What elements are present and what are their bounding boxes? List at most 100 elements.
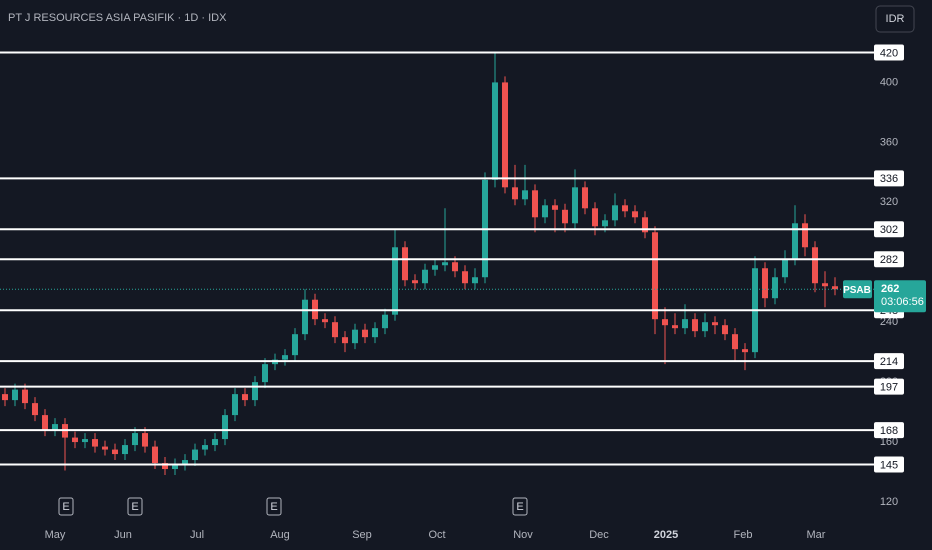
x-tick-label: Mar — [807, 529, 826, 541]
x-tick-label: Aug — [270, 529, 290, 541]
x-tick-label: Jun — [114, 529, 132, 541]
candle-body — [292, 334, 298, 356]
x-tick-label: Feb — [734, 529, 753, 541]
candle-body — [732, 334, 738, 350]
level-label-box — [874, 44, 904, 61]
event-marker[interactable] — [58, 497, 74, 516]
candle-body — [72, 437, 78, 443]
candle-body — [42, 415, 48, 431]
event-label[interactable]: E — [62, 501, 69, 513]
candle-body — [382, 314, 388, 329]
candle-body — [222, 415, 228, 440]
event-marker[interactable] — [512, 497, 528, 516]
candle-body — [102, 446, 108, 450]
candle-body — [302, 299, 308, 335]
candle-body — [522, 190, 528, 200]
countdown-label: 03:06:56 — [881, 296, 924, 308]
candle-body — [632, 211, 638, 218]
level-label-box — [874, 251, 904, 268]
candle-body — [402, 247, 408, 281]
candle-body — [192, 449, 198, 461]
candle-body — [552, 205, 558, 210]
candle-body — [262, 364, 268, 383]
candle-body — [802, 223, 808, 248]
x-tick-label: Oct — [428, 529, 445, 541]
level-label: 420 — [880, 47, 898, 59]
candle-body — [712, 322, 718, 326]
candle-body — [2, 394, 8, 401]
candle-body — [132, 433, 138, 446]
candle-body — [412, 280, 418, 284]
candle-body — [512, 187, 518, 200]
level-label-box — [874, 378, 904, 395]
x-tick-label: Nov — [513, 529, 533, 541]
level-label-box — [874, 221, 904, 238]
candle-body — [112, 449, 118, 455]
candle-body — [772, 277, 778, 299]
candle-body — [662, 319, 668, 326]
event-marker[interactable] — [127, 497, 143, 516]
candle-body — [812, 247, 818, 284]
last-price-box — [874, 280, 926, 313]
candle-body — [392, 247, 398, 315]
candle-body — [572, 187, 578, 224]
x-tick-label: 2025 — [654, 529, 678, 541]
level-label: 336 — [880, 173, 898, 185]
candle-body — [12, 389, 18, 401]
level-label-box — [874, 456, 904, 473]
currency-button[interactable] — [875, 5, 915, 33]
candle-body — [372, 328, 378, 338]
y-tick-label: 360 — [880, 136, 898, 148]
candle-body — [642, 217, 648, 233]
candle-body — [532, 190, 538, 218]
candle-body — [782, 259, 788, 278]
level-label-box — [874, 422, 904, 439]
x-tick-label: Dec — [589, 529, 609, 541]
candle-body — [492, 82, 498, 180]
candle-body — [212, 439, 218, 446]
currency-label[interactable]: IDR — [886, 13, 905, 25]
candle-body — [622, 205, 628, 212]
candle-body — [252, 382, 258, 401]
candle-body — [432, 265, 438, 270]
candle-body — [242, 394, 248, 401]
y-tick-label: 160 — [880, 436, 898, 448]
candle-body — [92, 439, 98, 447]
candle-body — [722, 325, 728, 335]
level-label: 168 — [880, 425, 898, 437]
candle-body — [142, 433, 148, 447]
chart-title: PT J RESOURCES ASIA PASIFIK · 1D · IDX — [8, 12, 227, 24]
y-tick-label: 320 — [880, 196, 898, 208]
x-tick-label: Sep — [352, 529, 372, 541]
level-label: 282 — [880, 254, 898, 266]
level-label: 302 — [880, 224, 898, 236]
candle-body — [692, 319, 698, 332]
candle-body — [792, 223, 798, 260]
candle-body — [452, 262, 458, 272]
candle-body — [702, 322, 708, 332]
level-label: 197 — [880, 382, 898, 394]
event-label[interactable]: E — [270, 501, 277, 513]
x-tick-label: May — [45, 529, 66, 541]
event-label[interactable]: E — [131, 501, 138, 513]
candle-body — [232, 394, 238, 416]
candle-body — [32, 403, 38, 416]
candle-body — [202, 445, 208, 450]
candle-body — [672, 325, 678, 329]
candle-body — [582, 187, 588, 209]
y-tick-label: 400 — [880, 76, 898, 88]
candle-body — [162, 463, 168, 470]
y-tick-label: 240 — [880, 316, 898, 328]
candle-body — [362, 329, 368, 338]
candle-body — [172, 464, 178, 470]
symbol-tag: PSAB — [843, 285, 871, 296]
candle-body — [342, 337, 348, 344]
event-label[interactable]: E — [516, 501, 523, 513]
candle-body — [462, 271, 468, 284]
event-marker[interactable] — [266, 497, 282, 516]
symbol-tag-box — [843, 280, 872, 299]
last-price-label: 262 — [881, 283, 899, 295]
candle-body — [322, 319, 328, 323]
